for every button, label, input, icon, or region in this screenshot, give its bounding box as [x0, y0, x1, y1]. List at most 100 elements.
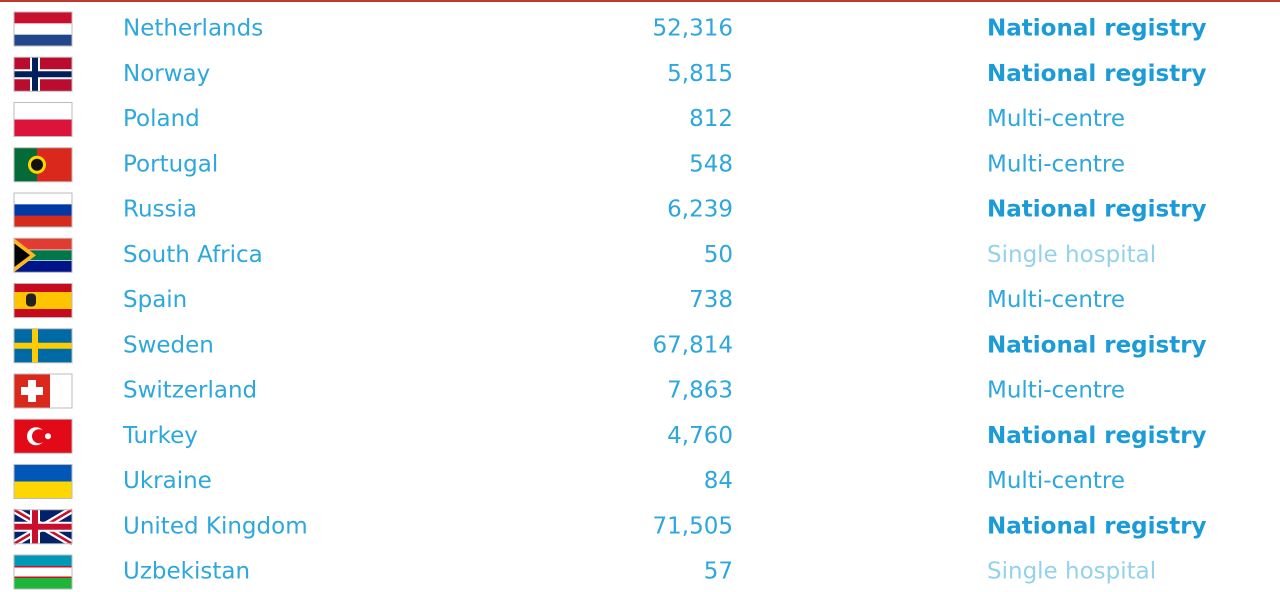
patient-count: 57	[704, 559, 733, 585]
flag	[12, 506, 74, 547]
country-name: Spain	[123, 287, 187, 313]
flag-border	[13, 11, 73, 47]
flag-line	[14, 576, 72, 578]
data-source: National registry	[987, 197, 1207, 223]
flag	[13, 102, 73, 137]
data-source: National registry	[987, 423, 1207, 449]
table-row: Russia 6,239 National registry	[13, 192, 1207, 228]
flag-emblem	[26, 293, 36, 307]
flag	[13, 192, 73, 228]
data-source: Multi-centre	[987, 378, 1125, 404]
flag-border	[13, 509, 73, 545]
flag-stripe	[14, 238, 72, 250]
flag-part	[14, 250, 72, 261]
flag-stripe	[14, 119, 72, 137]
flag	[13, 418, 73, 454]
flag-border	[13, 328, 73, 364]
flag-stripe	[14, 481, 72, 499]
flag-border	[13, 192, 73, 228]
flag-star	[45, 433, 51, 440]
data-source: National registry	[987, 332, 1207, 358]
flag-border	[13, 554, 73, 590]
country-name: Russia	[123, 197, 197, 223]
table-row: Poland 812 Multi-centre	[13, 102, 1125, 137]
flag-stripe	[14, 300, 72, 310]
patient-count: 67,814	[653, 332, 733, 358]
flag	[13, 56, 73, 92]
country-name: Ukraine	[123, 468, 212, 494]
patient-count: 548	[689, 151, 733, 177]
country-name: South Africa	[123, 242, 263, 268]
flag-stripe	[14, 102, 72, 120]
data-source: National registry	[987, 16, 1207, 42]
top-rule	[0, 0, 1280, 2]
flag-part	[14, 243, 30, 268]
flag-stripe	[14, 12, 72, 24]
flag-border	[13, 283, 73, 318]
flag-stripe	[14, 292, 72, 301]
flag-stripe	[14, 23, 72, 35]
flag-cross	[14, 342, 72, 349]
country-name: Poland	[123, 106, 200, 132]
flag-stripe	[14, 577, 72, 590]
country-name: Switzerland	[123, 378, 257, 404]
country-name: Norway	[123, 61, 210, 87]
flag	[13, 373, 73, 409]
flag-stripe	[14, 283, 72, 293]
patient-count: 71,505	[653, 513, 733, 539]
patient-count: 738	[689, 287, 733, 313]
flag-stripe	[14, 566, 72, 578]
patient-count: 7,863	[667, 378, 733, 404]
flag-line	[14, 566, 72, 568]
table-row: United Kingdom 71,505 National registry	[12, 506, 1207, 547]
flag	[13, 328, 73, 364]
flag-border	[13, 237, 73, 273]
table-row: Uzbekistan 57 Single hospital	[13, 554, 1156, 590]
country-name: Netherlands	[123, 16, 263, 42]
flag-stripe	[14, 464, 72, 482]
table-row: Switzerland 7,863 Multi-centre	[13, 373, 1125, 409]
data-source: Multi-centre	[987, 151, 1125, 177]
data-source: Multi-centre	[987, 468, 1125, 494]
data-source: National registry	[987, 61, 1207, 87]
flag-border	[13, 56, 73, 92]
patient-count: 5,815	[667, 61, 733, 87]
table-row: Spain 738 Multi-centre	[13, 283, 1125, 318]
table-row: Portugal 548 Multi-centre	[13, 147, 1125, 183]
table-row: South Africa 50 Single hospital	[13, 237, 1156, 273]
flag	[13, 147, 73, 183]
flag	[13, 237, 73, 273]
flag-cross	[21, 387, 43, 395]
flag-stripe	[14, 215, 72, 228]
country-name: United Kingdom	[123, 513, 308, 539]
flag	[13, 11, 73, 47]
flag-border	[13, 147, 73, 183]
table-row: Norway 5,815 National registry	[13, 56, 1207, 92]
flag	[13, 283, 73, 318]
flag-stripe	[14, 193, 72, 205]
country-name: Turkey	[122, 423, 198, 449]
table-row: Ukraine 84 Multi-centre	[13, 464, 1125, 499]
patient-count: 50	[704, 242, 733, 268]
patient-count: 52,316	[653, 16, 733, 42]
table-row: Netherlands 52,316 National registry	[13, 11, 1207, 47]
flag-stripe	[14, 309, 72, 318]
patient-count: 6,239	[667, 197, 733, 223]
patient-count: 84	[704, 468, 733, 494]
data-source: Multi-centre	[987, 106, 1125, 132]
table-row: Turkey 4,760 National registry	[13, 418, 1207, 454]
data-source: Single hospital	[987, 559, 1156, 585]
flag-border	[13, 464, 73, 499]
table-row: Sweden 67,814 National registry	[13, 328, 1207, 364]
patient-count: 812	[689, 106, 733, 132]
flag-emblem	[31, 158, 43, 171]
flag-border	[13, 418, 73, 454]
flag-crescent	[32, 429, 46, 444]
data-source: Multi-centre	[987, 287, 1125, 313]
country-name: Uzbekistan	[123, 559, 250, 585]
flag	[13, 464, 73, 499]
patient-count: 4,760	[667, 423, 733, 449]
flag-part	[14, 147, 37, 182]
flag-border	[13, 102, 73, 137]
